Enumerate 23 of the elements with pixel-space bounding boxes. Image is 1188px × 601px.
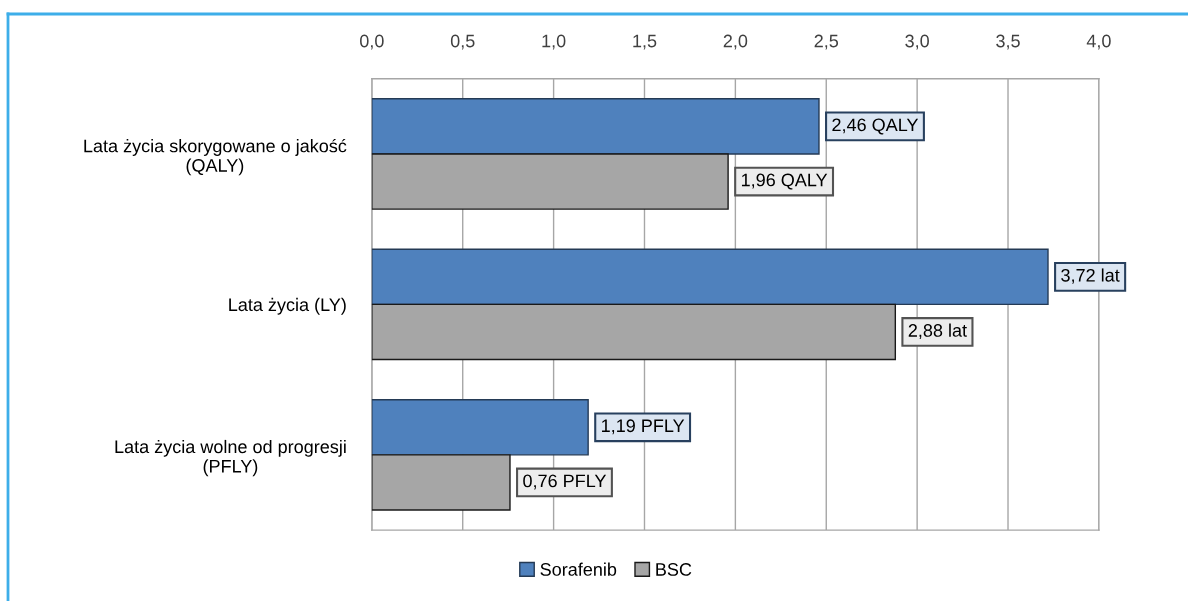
y-tick-label: Lata życia skorygowane o jakość (QALY) [84,138,347,176]
x-tick-label: 3,5 [996,34,1020,50]
data-label: 2,46 QALY [832,118,919,135]
legend-label: Sorafenib [540,562,617,576]
x-tick-label: 3,0 [905,34,929,50]
bar [371,399,589,456]
legend-label: BSC [656,563,692,576]
bar [371,98,820,155]
data-label: 0,76 PFLY [523,474,607,490]
data-label: 2,88 lat [908,323,967,339]
data-label: 3,72 lat [1061,268,1120,284]
x-tick-label: 4,0 [1086,34,1111,50]
x-tick-label: 2,5 [814,34,839,50]
x-tick-label: 1,5 [633,34,657,50]
data-label: 1,96 QALY [741,173,828,190]
y-tick-label: Lata życia (LY) [229,297,346,315]
data-label: 1,19 PFLY [602,419,685,435]
x-tick-label: 0,5 [450,34,475,50]
bar [371,248,1049,306]
x-tick-label: 1,0 [542,34,566,50]
x-tick-label: 2,0 [723,34,748,50]
y-tick-label: Lata życia wolne od progresji (PFLY) [115,439,346,477]
x-tick-label: 0,0 [360,34,384,50]
